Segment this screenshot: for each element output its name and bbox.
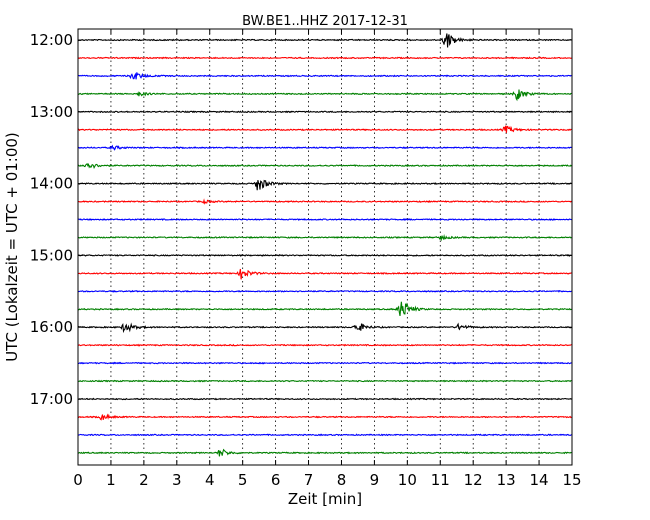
seismogram-trace xyxy=(77,322,572,334)
x-tick-label: 14 xyxy=(530,471,549,489)
x-tick-label: 5 xyxy=(238,471,248,489)
y-axis-label: UTC (Lokalzeit = UTC + 01:00) xyxy=(3,132,21,362)
trace-lines xyxy=(77,33,572,457)
seismogram-trace xyxy=(77,218,572,222)
x-tick-label: 8 xyxy=(337,471,347,489)
x-axis-label: Zeit [min] xyxy=(288,490,362,508)
x-tick-label: 6 xyxy=(271,471,281,489)
seismogram-trace xyxy=(77,448,572,457)
axis-ticks: 0 1 2 3 4 5 6 7 8 9 10 11 12 13 14 1512:0013:0014:0015:… xyxy=(30,29,582,489)
seismogram-trace xyxy=(77,33,572,48)
seismogram-trace xyxy=(77,144,572,151)
seismogram-trace xyxy=(77,268,572,280)
seismogram-trace xyxy=(77,301,572,317)
seismogram-trace xyxy=(77,198,572,205)
x-tick-label: 9 xyxy=(370,471,380,489)
seismogram-trace xyxy=(77,162,572,170)
grid-lines xyxy=(110,29,540,465)
y-tick-label: 16:00 xyxy=(30,318,73,336)
x-tick-label: 3 xyxy=(172,471,182,489)
x-tick-label: 10 xyxy=(398,471,417,489)
seismogram-trace xyxy=(77,110,572,114)
y-tick-label: 14:00 xyxy=(30,175,73,193)
x-tick-label: 4 xyxy=(205,471,215,489)
seismogram-trace xyxy=(77,253,572,257)
x-tick-label: 15 xyxy=(562,471,581,489)
x-tick-label: 1 xyxy=(106,471,116,489)
seismogram-trace xyxy=(77,433,572,437)
seismogram-trace xyxy=(77,179,572,191)
y-tick-label: 12:00 xyxy=(30,31,73,49)
x-tick-label: 13 xyxy=(497,471,516,489)
seismogram-trace xyxy=(77,413,572,421)
seismogram-trace xyxy=(77,125,572,133)
x-tick-label: 11 xyxy=(431,471,450,489)
seismogram-trace xyxy=(77,379,572,383)
y-tick-label: 15:00 xyxy=(30,246,73,264)
seismogram-trace xyxy=(77,89,572,102)
seismogram-trace xyxy=(77,289,572,293)
seismogram-trace xyxy=(77,56,572,60)
seismogram-trace xyxy=(77,72,572,80)
x-tick-label: 2 xyxy=(139,471,149,489)
x-tick-label: 7 xyxy=(304,471,314,489)
x-tick-label: 0 xyxy=(73,471,83,489)
seismogram-trace xyxy=(77,233,572,242)
seismogram-trace xyxy=(77,361,572,365)
seismogram-trace xyxy=(77,397,572,401)
seismogram-trace xyxy=(77,343,572,347)
chart-title: BW.BE1..HHZ 2017-12-31 xyxy=(242,14,408,29)
plot-frame xyxy=(77,28,573,466)
x-tick-label: 12 xyxy=(464,471,483,489)
y-tick-label: 13:00 xyxy=(30,103,73,121)
y-tick-label: 17:00 xyxy=(30,390,73,408)
